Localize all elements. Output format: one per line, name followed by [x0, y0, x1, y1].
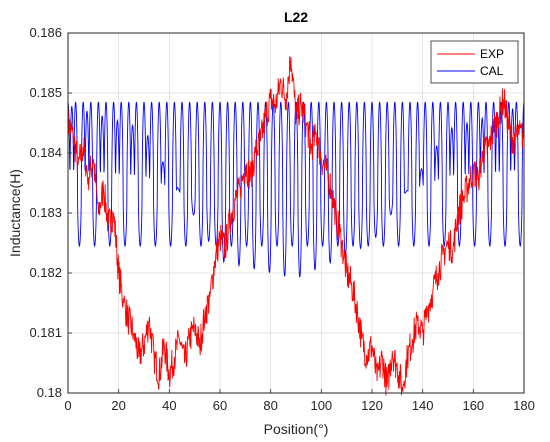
x-tick-label: 40: [162, 398, 176, 413]
y-tick-label: 0.181: [29, 325, 62, 340]
x-tick-label: 20: [111, 398, 125, 413]
x-axis-label: Position(°): [264, 421, 329, 437]
x-tick-label: 120: [361, 398, 383, 413]
legend-exp-label: EXP: [480, 47, 504, 61]
series-layer: [67, 56, 525, 396]
y-axis-label: Inductance(H): [7, 169, 23, 257]
chart-title: L22: [284, 9, 308, 25]
legend-box: [430, 40, 519, 84]
y-tick-label: 0.18: [37, 385, 62, 400]
x-tick-label: 180: [513, 398, 535, 413]
ticks: 0 20 40 60 80 100 120 140 160 180 0.18 0.181 0.182 0.…: [29, 25, 534, 413]
y-tick-label: 0.182: [29, 265, 62, 280]
legend: EXP CAL: [430, 40, 519, 84]
x-tick-label: 160: [462, 398, 484, 413]
series-cal-line: [67, 101, 525, 278]
x-tick-label: 80: [263, 398, 277, 413]
series-exp-line: [67, 56, 525, 396]
x-tick-label: 140: [412, 398, 434, 413]
x-tick-label: 60: [213, 398, 227, 413]
y-tick-label: 0.186: [29, 25, 62, 40]
x-tick-label: 100: [310, 398, 332, 413]
y-tick-label: 0.184: [29, 145, 62, 160]
legend-cal-label: CAL: [480, 64, 504, 78]
y-tick-label: 0.183: [29, 205, 62, 220]
x-tick-label: 0: [64, 398, 71, 413]
y-tick-label: 0.185: [29, 85, 62, 100]
